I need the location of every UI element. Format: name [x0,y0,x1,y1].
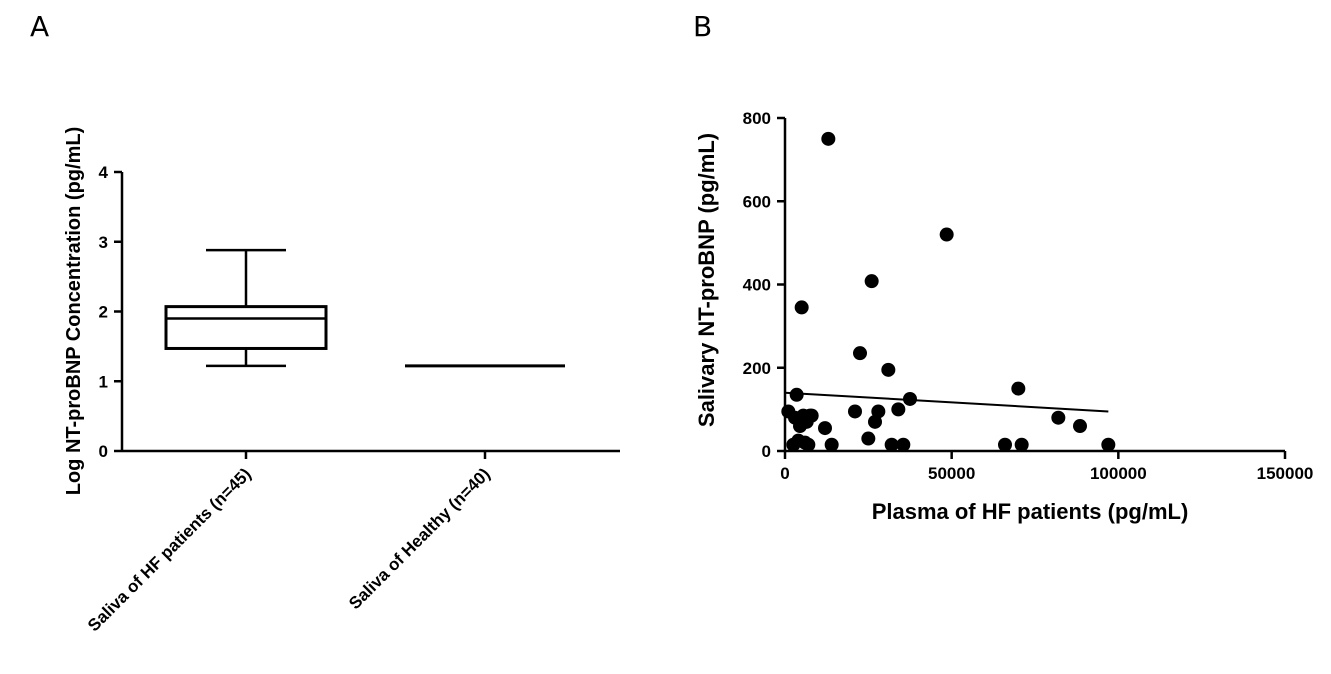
data-point [1101,437,1116,452]
data-point [881,362,896,377]
x-tick-label: 150000 [1257,464,1314,483]
y-ticks: 0 1 2 3 4 [99,163,122,461]
data-point [848,404,862,419]
x-tick-label: Saliva of Healthy (n=40) [345,464,494,613]
data-point [794,300,809,315]
x-tick-label: 50000 [928,464,975,483]
data-point [853,346,867,361]
y-tick-label: 0 [762,442,771,461]
y-axis-title: Salivary NT-proBNP (pg/mL) [694,133,719,427]
y-tick-label: 0 [99,442,108,461]
x-ticks: 0 50000 100000 150000 [780,451,1313,483]
data-point [801,437,816,452]
y-tick-label: 1 [99,372,108,391]
y-tick-label: 600 [743,192,771,211]
data-point [864,274,879,289]
x-axis-title: Plasma of HF patients (pg/mL) [872,499,1189,524]
boxes [164,248,565,368]
x-tick-label: Saliva of HF patients (n=45) [84,464,255,635]
data-point [804,408,819,423]
trendline-segment [784,391,1109,413]
data-point [861,431,876,446]
x-tick-label: 0 [780,464,789,483]
data-point [789,387,804,402]
y-tick-label: 4 [99,163,109,182]
box-1 [164,248,328,368]
data-point [891,402,906,417]
data-point [998,437,1012,452]
data-point [1051,410,1066,425]
box-iqr [164,305,328,350]
trendline [784,391,1109,413]
box-plot: Log NT-proBNP Concentration (pg/mL) 0 1 2 3… [63,127,620,635]
panel-label-a: A [30,10,49,43]
data-point [871,404,886,419]
data-point [939,227,954,242]
data-point [884,437,899,452]
data-point [824,437,839,452]
data-point [821,131,836,146]
data-point [1014,437,1029,452]
data-point [1011,381,1026,396]
data-point [896,437,911,452]
panel-label-b: B [693,10,712,43]
x-tick-label: 100000 [1090,464,1147,483]
y-tick-label: 2 [99,303,108,322]
data-point [1073,419,1087,434]
y-tick-label: 200 [743,359,771,378]
y-axis-title: Log NT-proBNP Concentration (pg/mL) [63,127,85,496]
data-points [781,131,1116,452]
scatter-plot: Salivary NT-proBNP (pg/mL) Plasma of HF … [694,109,1313,524]
y-tick-label: 3 [99,233,108,252]
data-point [903,391,917,406]
y-ticks: 0 200 400 600 800 [743,109,785,461]
data-point [818,421,832,436]
x-ticks: Saliva of HF patients (n=45) Saliva of He… [84,451,494,635]
y-tick-label: 400 [743,276,771,295]
y-tick-label: 800 [743,109,771,128]
